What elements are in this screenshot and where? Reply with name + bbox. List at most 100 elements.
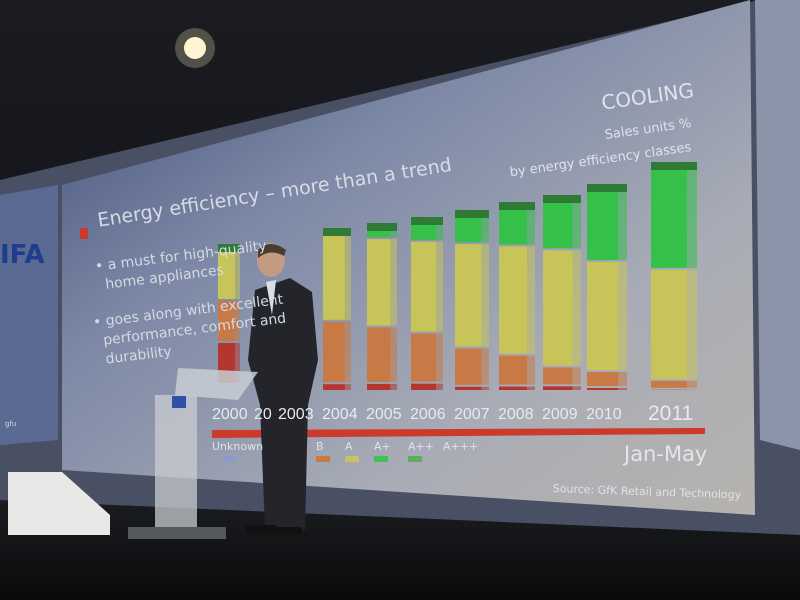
title-bullet-icon [80,228,88,239]
bar-segment [218,244,240,252]
legend-swatch [345,456,359,462]
legend-swatch [316,456,330,462]
bar-segment-shade [390,383,397,390]
bar-segment-shade [527,355,535,385]
gfu-logo: gfu [5,420,17,428]
bar-segment [587,262,619,370]
right-side-screen [755,0,800,450]
bar-segment [411,217,443,225]
left-side-screen [0,185,58,445]
podium [128,368,258,539]
legend-swatch [374,456,388,462]
bar-segment-shade [572,203,581,249]
legend-label: A+ [374,440,391,453]
bar-segment-shade [435,241,443,332]
bar-segment-shade [686,380,697,388]
year-label: 2011 [648,402,694,425]
bar-segment [323,236,345,320]
bar-segment [218,301,236,341]
bar-segment-shade [527,386,535,390]
year-label: 2004 [322,406,358,423]
bar-segment [455,348,482,385]
bar-segment-shade [572,367,581,385]
bar-segment-shade [435,383,443,390]
bar-segment-shade [686,269,697,379]
stacked-bar-graphic [218,162,697,390]
bar-segment-shade [344,384,351,390]
bar-segment [323,228,351,236]
year-label: 2008 [498,406,534,423]
bar-segment [367,383,391,390]
legend-label: A++ [408,440,434,453]
ifa-logo: IFA [0,240,45,270]
bar-segment [367,327,391,382]
legend-label: B [316,440,324,453]
bar-segment-shade [481,218,489,243]
bar-segment [455,386,482,390]
bar-segment [543,367,573,385]
presenter [246,243,318,535]
bar-segment [455,210,489,218]
year-label: 20 [254,406,272,423]
legend-label: A+++ [443,440,479,453]
bar-segment [411,241,436,332]
bar-segment-shade [618,388,627,390]
bar-segment [499,355,528,385]
bar-segment-shade [235,301,240,341]
spotlight [184,37,206,59]
bar-segment [651,380,687,388]
bar-segment [651,162,697,170]
year-label: 2000 [212,406,248,423]
bar-segment-shade [481,244,489,347]
bar-segment-shade [344,236,351,320]
bar-segment [543,250,573,366]
bar-segment [367,231,391,238]
bar-segment [323,321,345,383]
bar-segment [543,195,581,203]
bar-segment [367,239,391,326]
bar-segment-shade [527,246,535,354]
legend-swatch [408,456,422,462]
bar-segment [323,384,345,390]
bar-segment [499,202,535,210]
legend-swatch [222,456,236,462]
year-label: 2009 [542,406,578,423]
bar-segment-shade [435,225,443,240]
bar-segment [587,388,619,390]
bar-segment [543,386,573,390]
bar-segment-shade [572,250,581,366]
bar-segment-shade [390,239,397,326]
bar-segment [218,252,236,299]
axis-red-line [212,428,705,438]
year-label: 2006 [410,406,446,423]
bar-segment [411,383,436,390]
bar-segment-shade [527,210,535,245]
bar-segment [651,170,687,268]
bar-segment [411,225,436,240]
year-label: 2010 [586,406,622,423]
bar-segment-shade [618,192,627,260]
bar-segment [455,244,482,347]
legend-label: A [345,440,353,453]
bar-segment-shade [235,252,240,299]
bar-segment-shade [572,386,581,390]
bar-segment [587,372,619,386]
bar-segment-shade [390,327,397,382]
bar-segment-shade [435,333,443,382]
bar-segment-shade [390,231,397,238]
stage-block [8,472,110,535]
year-label: 2003 [278,406,314,423]
bar-segment-shade [481,348,489,385]
bar-segment-shade [618,262,627,370]
bar-segment-shade [686,170,697,268]
bar-segment [411,333,436,382]
bar-segment-shade [618,372,627,386]
year-label: 2005 [366,406,402,423]
year-label: 2007 [454,406,490,423]
legend-label: Unknown [212,440,264,453]
bar-segment [499,210,528,245]
bar-segment [543,203,573,249]
bar-segment-shade [481,386,489,390]
bar-segment [499,386,528,390]
